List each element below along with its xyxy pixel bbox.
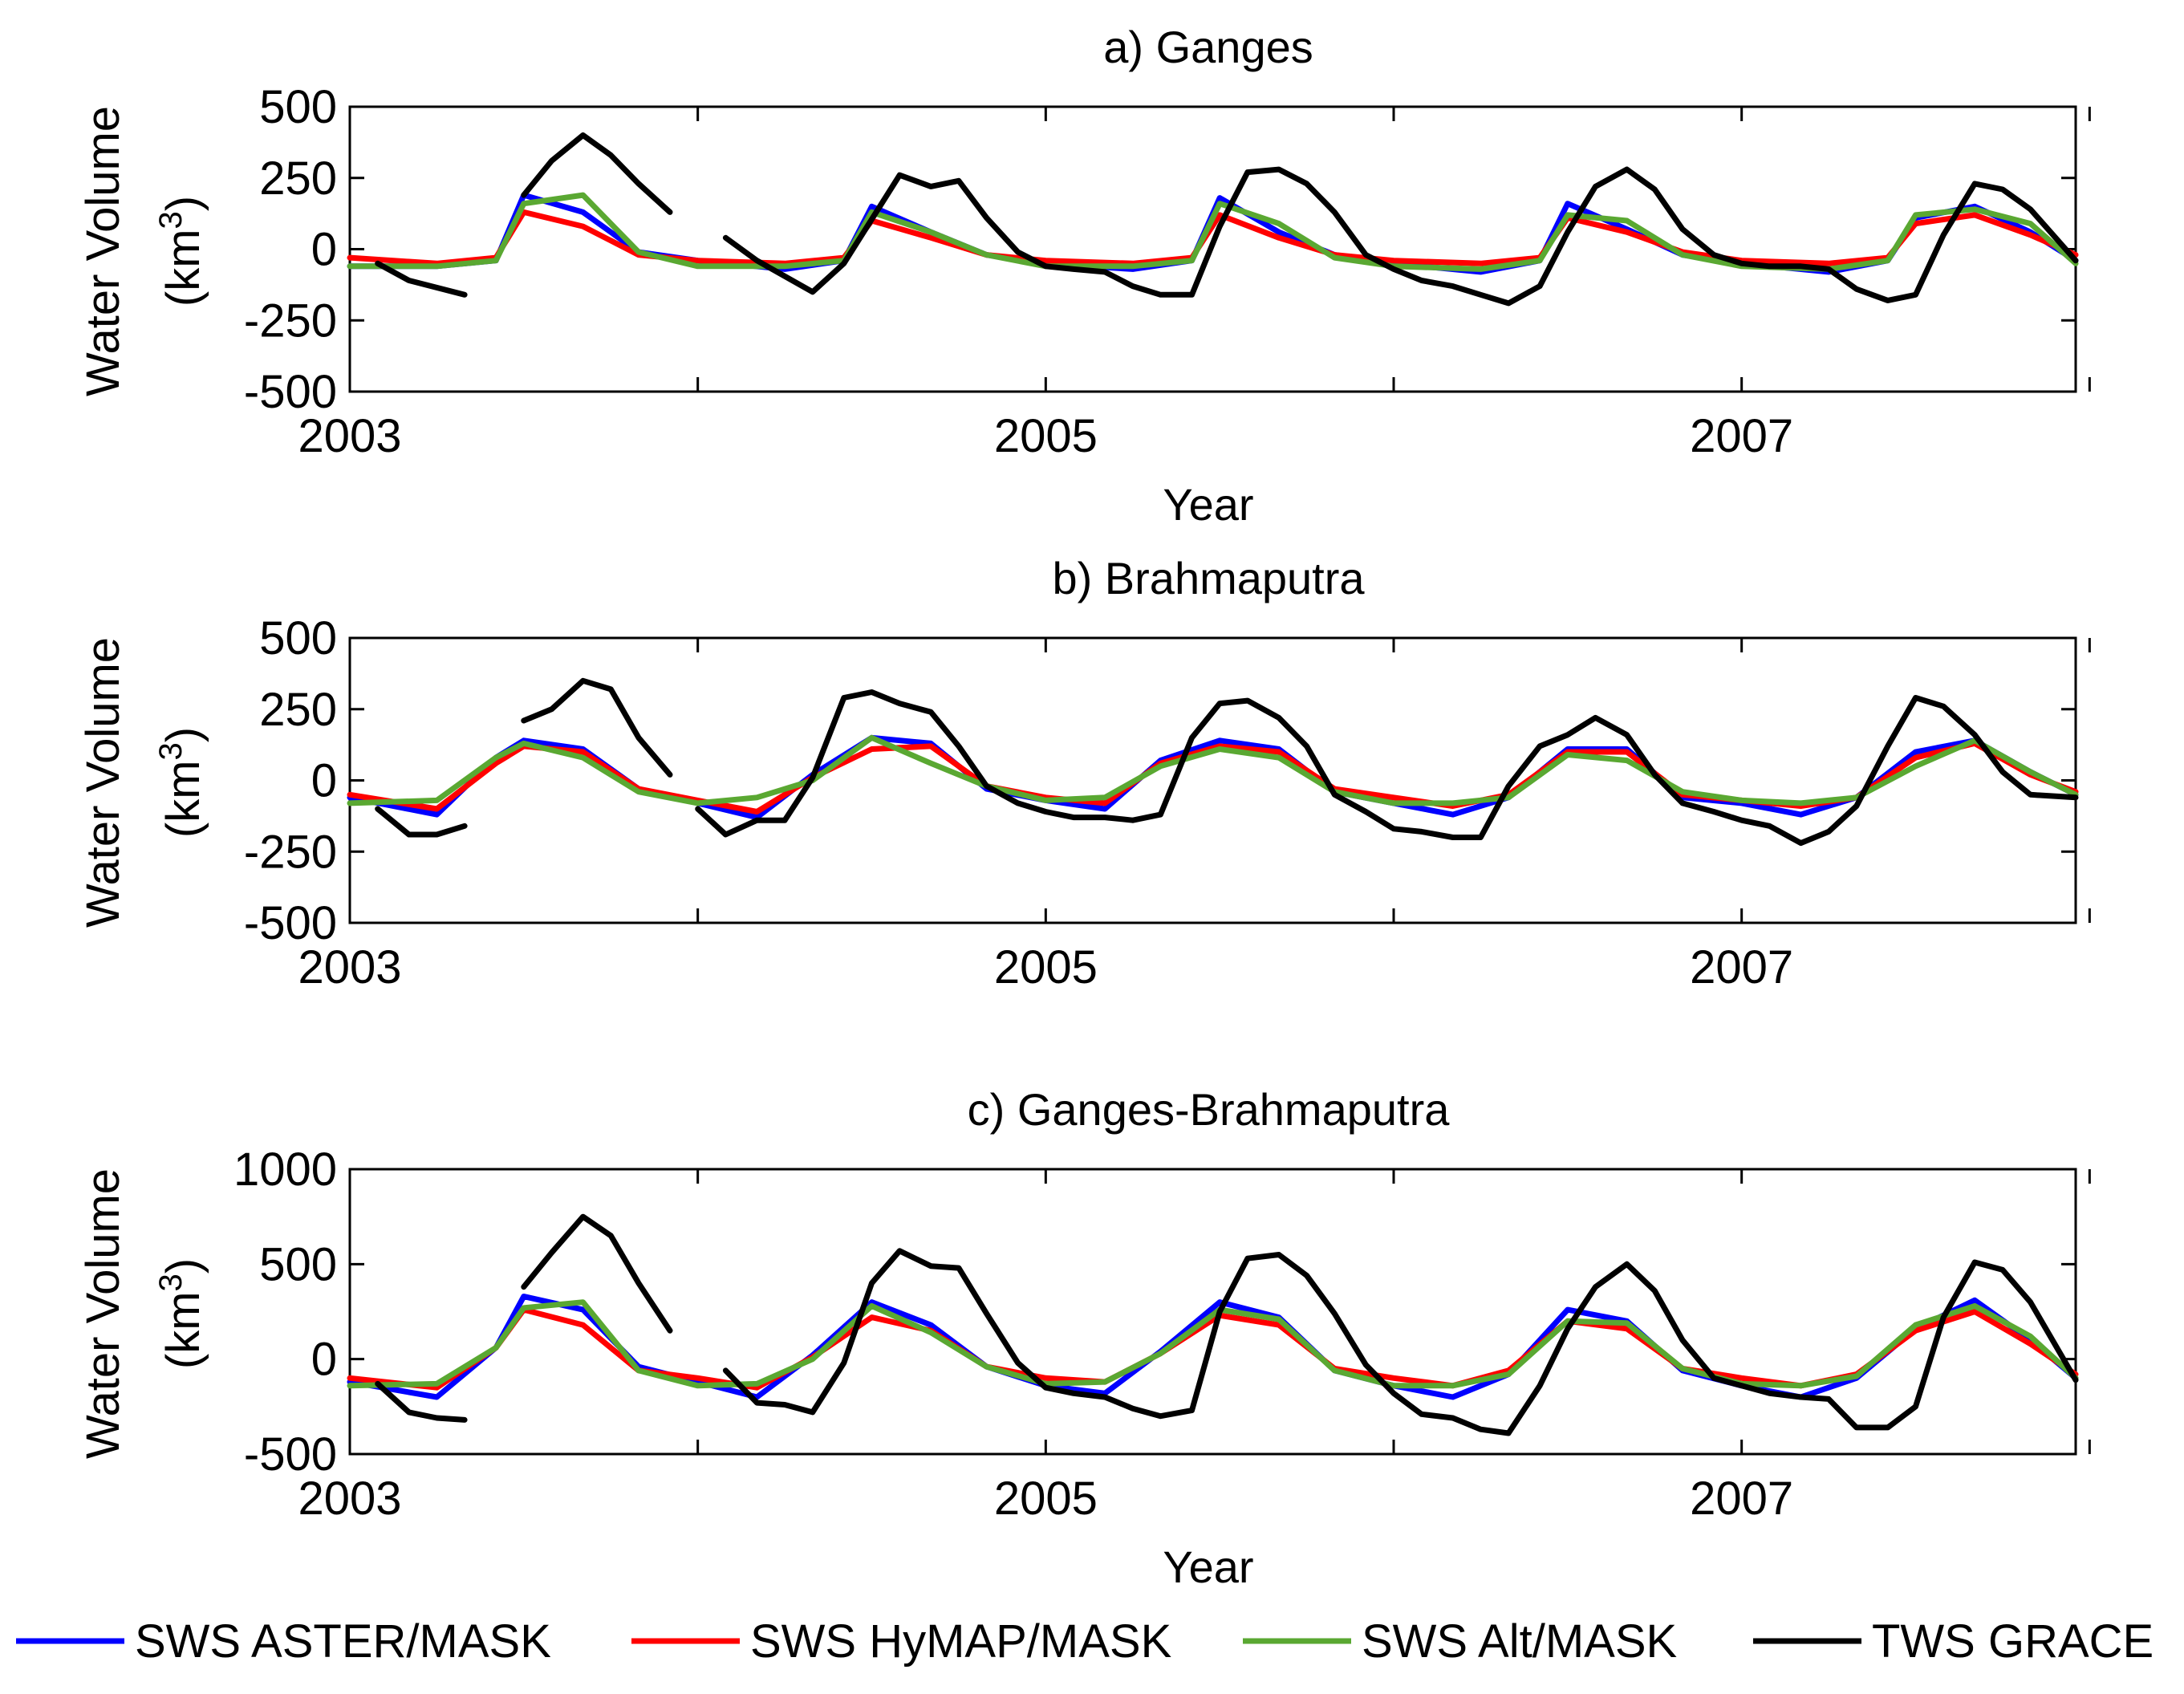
y-tick-label: 0: [311, 755, 337, 807]
y-tick-label: -500: [244, 897, 337, 949]
panel-b: b) Brahmaputra Water Volume (km3) 500 250…: [77, 553, 2091, 993]
panel-c-series-grace-seg-2: [722, 1248, 2079, 1436]
panel-b-title: b) Brahmaputra: [1052, 553, 1365, 603]
legend-label-alt: SWS Alt/MASK: [1362, 1615, 1678, 1668]
panel-b-ylabel-units: (km3): [153, 727, 209, 838]
panel-c-ylabel-units: (km3): [153, 1258, 209, 1369]
y-tick-label: 0: [311, 224, 337, 276]
panel-b-ylabel-units-text: (km3): [153, 727, 209, 838]
panel-c: c) Ganges-Brahmaputra Water Volume (km3)…: [77, 1084, 2091, 1592]
panel-c-series: [347, 1213, 2079, 1436]
panel-c-series-hymap: [347, 1306, 2079, 1391]
y-tick-label: 1000: [233, 1144, 337, 1196]
panel-a-ylabel-units-text: (km3): [153, 196, 209, 307]
panel-b-ylabel: Water Volume: [77, 637, 129, 928]
panel-c-ylabel: Water Volume: [77, 1168, 129, 1459]
panel-a-ylabel: Water Volume: [77, 106, 129, 396]
panel-a: a) Ganges Water Volume (km3) 500 250 0 -250…: [77, 22, 2091, 530]
y-tick-label: 500: [259, 81, 337, 133]
panel-b-ylabel-text: Water Volume: [77, 637, 129, 928]
y-tick-label: 500: [259, 1238, 337, 1290]
x-tick-label: 2007: [1690, 941, 1793, 993]
legend-item-grace: TWS GRACE: [1753, 1615, 2154, 1668]
legend-label-aster: SWS ASTER/MASK: [135, 1615, 551, 1668]
legend-item-alt: SWS Alt/MASK: [1243, 1615, 1678, 1668]
legend-label-hymap: SWS HyMAP/MASK: [750, 1615, 1172, 1668]
y-tick-label: -250: [244, 295, 337, 347]
panel-c-series-grace-seg-0: [375, 1380, 468, 1423]
panel-b-series-grace-seg-2: [695, 689, 2079, 847]
panel-a-ylabel-units: (km3): [153, 196, 209, 307]
x-tick-label: 2003: [298, 410, 401, 462]
y-tick-label: 250: [259, 152, 337, 205]
panel-b-series-alt: [347, 734, 2079, 806]
panel-c-title: c) Ganges-Brahmaputra: [968, 1084, 1451, 1135]
x-tick-label: 2007: [1690, 410, 1793, 462]
panel-b-frame: [348, 636, 2077, 924]
x-tick-label: 2007: [1690, 1473, 1793, 1525]
panel-a-series-grace-seg-1: [521, 132, 673, 215]
y-tick-label: -250: [244, 826, 337, 878]
y-tick-label: 500: [259, 612, 337, 664]
legend-label-grace: TWS GRACE: [1872, 1615, 2154, 1668]
panel-c-series-grace-seg-1: [521, 1213, 673, 1334]
legend-item-hymap: SWS HyMAP/MASK: [631, 1615, 1172, 1668]
panel-c-xlabel: Year: [1163, 1542, 1253, 1592]
panel-b-series: [347, 677, 2079, 847]
x-tick-label: 2005: [994, 410, 1098, 462]
y-tick-label: -500: [244, 366, 337, 418]
x-tick-label: 2005: [994, 941, 1098, 993]
panel-c-ylabel-text: Water Volume: [77, 1168, 129, 1459]
panel-a-ylabel-text: Water Volume: [77, 106, 129, 396]
legend-item-aster: SWS ASTER/MASK: [16, 1615, 551, 1668]
x-tick-label: 2005: [994, 1473, 1098, 1525]
x-tick-label: 2003: [298, 941, 401, 993]
y-tick-label: 0: [311, 1334, 337, 1386]
panel-c-frame: [348, 1168, 2077, 1456]
panel-a-series-grace-seg-0: [375, 260, 468, 298]
panel-a-series: [347, 132, 2079, 307]
panel-a-xlabel: Year: [1163, 479, 1253, 530]
panel-b-series-grace-seg-0: [375, 806, 468, 838]
legend: SWS ASTER/MASK SWS HyMAP/MASK SWS Alt/MA…: [16, 1615, 2154, 1668]
y-tick-label: 250: [259, 684, 337, 736]
panel-c-ylabel-units-text: (km3): [153, 1258, 209, 1369]
panel-a-series-grace-seg-2: [722, 166, 2079, 307]
panel-b-series-grace-seg-1: [521, 677, 673, 778]
x-tick-label: 2003: [298, 1473, 401, 1525]
y-tick-label: -500: [244, 1428, 337, 1481]
panel-a-title: a) Ganges: [1103, 22, 1313, 72]
